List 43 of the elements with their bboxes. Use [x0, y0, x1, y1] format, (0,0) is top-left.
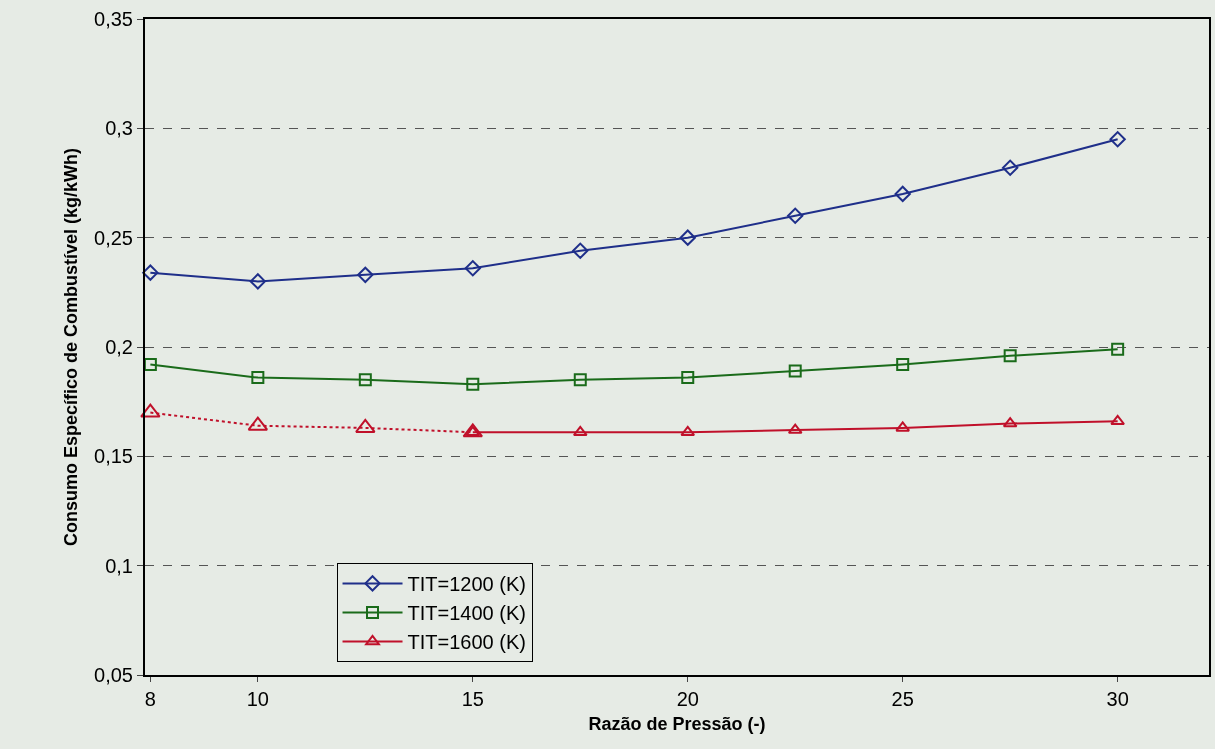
- point: [788, 364, 802, 378]
- point: [358, 373, 372, 387]
- point: [357, 266, 374, 283]
- point: [894, 185, 911, 203]
- point: [142, 264, 159, 281]
- point: [1109, 131, 1126, 148]
- point: [679, 229, 696, 246]
- point: [466, 377, 480, 391]
- y-tick-label: 0,25: [94, 226, 133, 249]
- point: [1003, 349, 1017, 363]
- y-axis-title: Consumo Específico de Combustível (kg/kWh): [60, 147, 81, 547]
- legend-label: TIT=1400 (K): [407, 602, 526, 625]
- point: [896, 357, 910, 371]
- point: [1111, 342, 1125, 356]
- y-tick-label: 0,2: [105, 336, 133, 358]
- point: [681, 371, 695, 385]
- x-tick-label: 8: [144, 688, 156, 710]
- y-tick-label: 0,05: [94, 664, 133, 686]
- y-tick-label: 0,1: [105, 554, 133, 577]
- y-tick-label: 0,35: [94, 8, 133, 30]
- x-tick-label: 30: [1106, 688, 1129, 710]
- point: [140, 403, 161, 418]
- x-tick-label: 15: [461, 688, 484, 710]
- point: [573, 373, 587, 387]
- point: [355, 418, 376, 433]
- point: [572, 425, 588, 437]
- x-tick-label: 20: [676, 688, 699, 710]
- y-tick-label: 0,3: [105, 117, 133, 140]
- point: [1002, 159, 1019, 176]
- x-axis-title: Razão de Pressão (-): [588, 713, 766, 734]
- point: [251, 371, 265, 385]
- point: [680, 425, 696, 437]
- point: [464, 260, 481, 277]
- legend-label: TIT=1200 (K): [407, 573, 526, 596]
- x-tick-label: 25: [891, 688, 914, 710]
- point: [1110, 414, 1125, 426]
- point: [787, 207, 804, 224]
- x-tick-label: 10: [246, 688, 269, 710]
- legend-label: TIT=1600 (K): [407, 631, 526, 654]
- point: [143, 357, 157, 371]
- point: [249, 273, 266, 290]
- point: [572, 242, 589, 259]
- y-tick-label: 0,15: [94, 445, 133, 468]
